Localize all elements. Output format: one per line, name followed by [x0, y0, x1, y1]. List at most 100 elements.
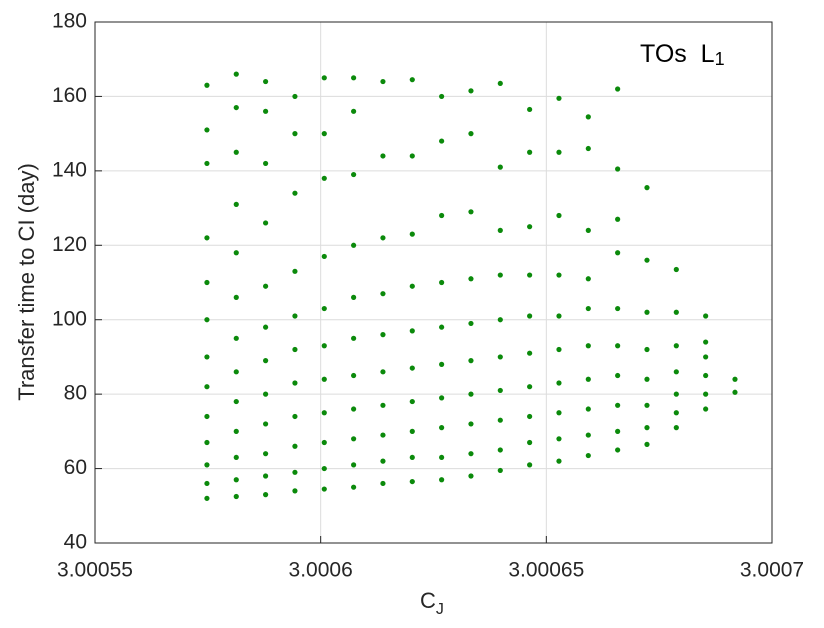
point [292, 413, 298, 420]
point [321, 343, 327, 349]
point [439, 454, 445, 461]
point [673, 309, 679, 315]
point [556, 410, 562, 416]
point [263, 358, 269, 364]
point [644, 441, 650, 447]
point [673, 343, 679, 349]
point [409, 428, 415, 434]
y-tick-label: 60 [64, 456, 87, 479]
point [497, 164, 503, 170]
point [409, 328, 415, 334]
point [233, 454, 239, 461]
point [292, 93, 298, 100]
point [527, 462, 533, 468]
point [292, 346, 298, 353]
point [233, 335, 239, 341]
point [380, 291, 386, 297]
point [468, 391, 474, 397]
point [615, 447, 621, 453]
point [615, 216, 621, 222]
point [380, 432, 386, 438]
point [703, 391, 709, 397]
point [380, 458, 386, 464]
point [233, 71, 239, 77]
point [527, 224, 533, 230]
y-tick-label: 100 [52, 307, 87, 330]
point [204, 480, 210, 487]
point [615, 250, 621, 256]
point [703, 354, 709, 360]
point [439, 395, 445, 401]
point [263, 283, 269, 289]
point [439, 361, 445, 367]
point [468, 473, 474, 479]
point [351, 294, 357, 300]
x-tick-label: 3.00055 [57, 559, 133, 582]
point [204, 82, 210, 88]
point [263, 473, 269, 479]
point [292, 380, 298, 386]
point [409, 153, 415, 159]
point [615, 402, 621, 408]
point [497, 354, 503, 360]
point [380, 480, 386, 487]
point [292, 268, 298, 274]
point [233, 250, 239, 256]
point [380, 235, 386, 241]
point [615, 305, 621, 312]
point [585, 227, 591, 233]
point [585, 145, 591, 152]
point [644, 346, 650, 353]
point [527, 149, 533, 155]
point [380, 332, 386, 338]
point [673, 369, 679, 375]
point [409, 454, 415, 461]
point [409, 478, 415, 485]
point [673, 425, 679, 431]
point [263, 324, 269, 330]
point [556, 436, 562, 442]
point [351, 75, 357, 81]
point [321, 253, 327, 260]
point [233, 201, 239, 207]
point [321, 131, 327, 137]
point [703, 372, 709, 379]
point [556, 346, 562, 353]
point [497, 227, 503, 233]
point [527, 413, 533, 420]
point [439, 324, 445, 330]
point [585, 406, 591, 412]
point [351, 242, 357, 248]
point [644, 185, 650, 191]
point [439, 93, 445, 100]
point [409, 77, 415, 83]
point [292, 443, 298, 449]
point [263, 220, 269, 226]
point [615, 428, 621, 434]
point [703, 313, 709, 319]
annotation-sub: 1 [715, 49, 725, 69]
point [292, 488, 298, 494]
point [204, 495, 210, 501]
point [321, 376, 327, 382]
point [263, 78, 269, 85]
point [673, 266, 679, 273]
point [644, 402, 650, 408]
point [204, 462, 210, 468]
point [615, 166, 621, 172]
point [204, 127, 210, 133]
point [351, 171, 357, 178]
point [233, 493, 239, 500]
point [204, 413, 210, 420]
point [380, 402, 386, 408]
point [527, 313, 533, 319]
point [351, 462, 357, 468]
point [409, 231, 415, 237]
point [644, 309, 650, 315]
point [204, 384, 210, 390]
point [468, 276, 474, 282]
x-axis-label: CJ [420, 588, 444, 618]
point [292, 190, 298, 196]
x-tick-label: 3.00065 [508, 559, 584, 582]
